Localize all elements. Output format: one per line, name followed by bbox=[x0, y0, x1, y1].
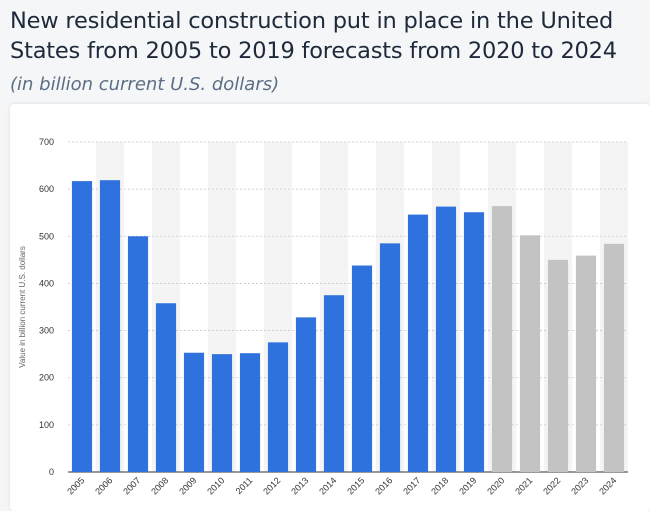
x-tick-label: 2012 bbox=[261, 475, 282, 496]
x-tick-label: 2013 bbox=[289, 475, 310, 496]
x-tick-label: 2008 bbox=[149, 475, 170, 496]
x-tick-label: 2023 bbox=[569, 475, 590, 496]
y-tick-label: 0 bbox=[49, 467, 54, 477]
bar-2009 bbox=[183, 352, 205, 472]
chart-title: New residential construction put in plac… bbox=[10, 8, 617, 64]
bar-2011 bbox=[239, 353, 261, 472]
x-tick-label: 2016 bbox=[373, 475, 394, 496]
x-tick-label: 2022 bbox=[541, 475, 562, 496]
y-tick-label: 700 bbox=[39, 137, 54, 147]
bar-2013 bbox=[295, 317, 317, 472]
bar-2018 bbox=[435, 206, 457, 472]
bar-2012 bbox=[267, 342, 289, 472]
y-tick-label: 400 bbox=[39, 278, 54, 288]
y-tick-label: 500 bbox=[39, 231, 54, 241]
bar-2020 bbox=[491, 206, 513, 472]
bar-2023 bbox=[575, 255, 597, 472]
x-tick-label: 2020 bbox=[485, 475, 506, 496]
x-tick-label: 2015 bbox=[345, 475, 366, 496]
bar-2010 bbox=[211, 354, 233, 472]
bar-2007 bbox=[127, 236, 149, 472]
bar-2024 bbox=[603, 243, 625, 472]
bar-2017 bbox=[407, 214, 429, 472]
y-tick-label: 300 bbox=[39, 326, 54, 336]
bar-2021 bbox=[519, 235, 541, 472]
chart-subtitle: (in billion current U.S. dollars) bbox=[10, 74, 280, 95]
x-tick-label: 2018 bbox=[429, 475, 450, 496]
x-tick-label: 2017 bbox=[401, 475, 422, 496]
y-tick-label: 200 bbox=[39, 373, 54, 383]
x-tick-label: 2014 bbox=[317, 475, 338, 496]
chart-panel: 0 100 200 300 400 500 600 700 2005 2006 2007 2008 20… bbox=[10, 104, 650, 511]
bar-2005 bbox=[71, 181, 93, 472]
x-tick-label: 2024 bbox=[597, 475, 618, 496]
x-tick-label: 2005 bbox=[65, 475, 86, 496]
bar-chart: 0 100 200 300 400 500 600 700 2005 2006 2007 2008 20… bbox=[18, 137, 628, 497]
y-tick-label: 100 bbox=[39, 420, 54, 430]
bar-2019 bbox=[463, 212, 485, 472]
bar-2022 bbox=[547, 259, 569, 472]
x-tick-label: 2006 bbox=[93, 475, 114, 496]
x-tick-label: 2009 bbox=[177, 475, 198, 496]
bar-2016 bbox=[379, 243, 401, 472]
y-axis-label: Value in billion current U.S. dollars bbox=[18, 246, 27, 368]
bar-2014 bbox=[323, 295, 345, 472]
x-tick-label: 2007 bbox=[121, 475, 142, 496]
bar-2015 bbox=[351, 265, 373, 472]
x-tick-label: 2010 bbox=[205, 475, 226, 496]
bar-2006 bbox=[99, 180, 121, 472]
x-tick-label: 2019 bbox=[457, 475, 478, 496]
bar-2008 bbox=[155, 303, 177, 472]
x-tick-label: 2021 bbox=[513, 475, 534, 496]
y-tick-label: 600 bbox=[39, 184, 54, 194]
x-tick-label: 2011 bbox=[234, 475, 255, 496]
